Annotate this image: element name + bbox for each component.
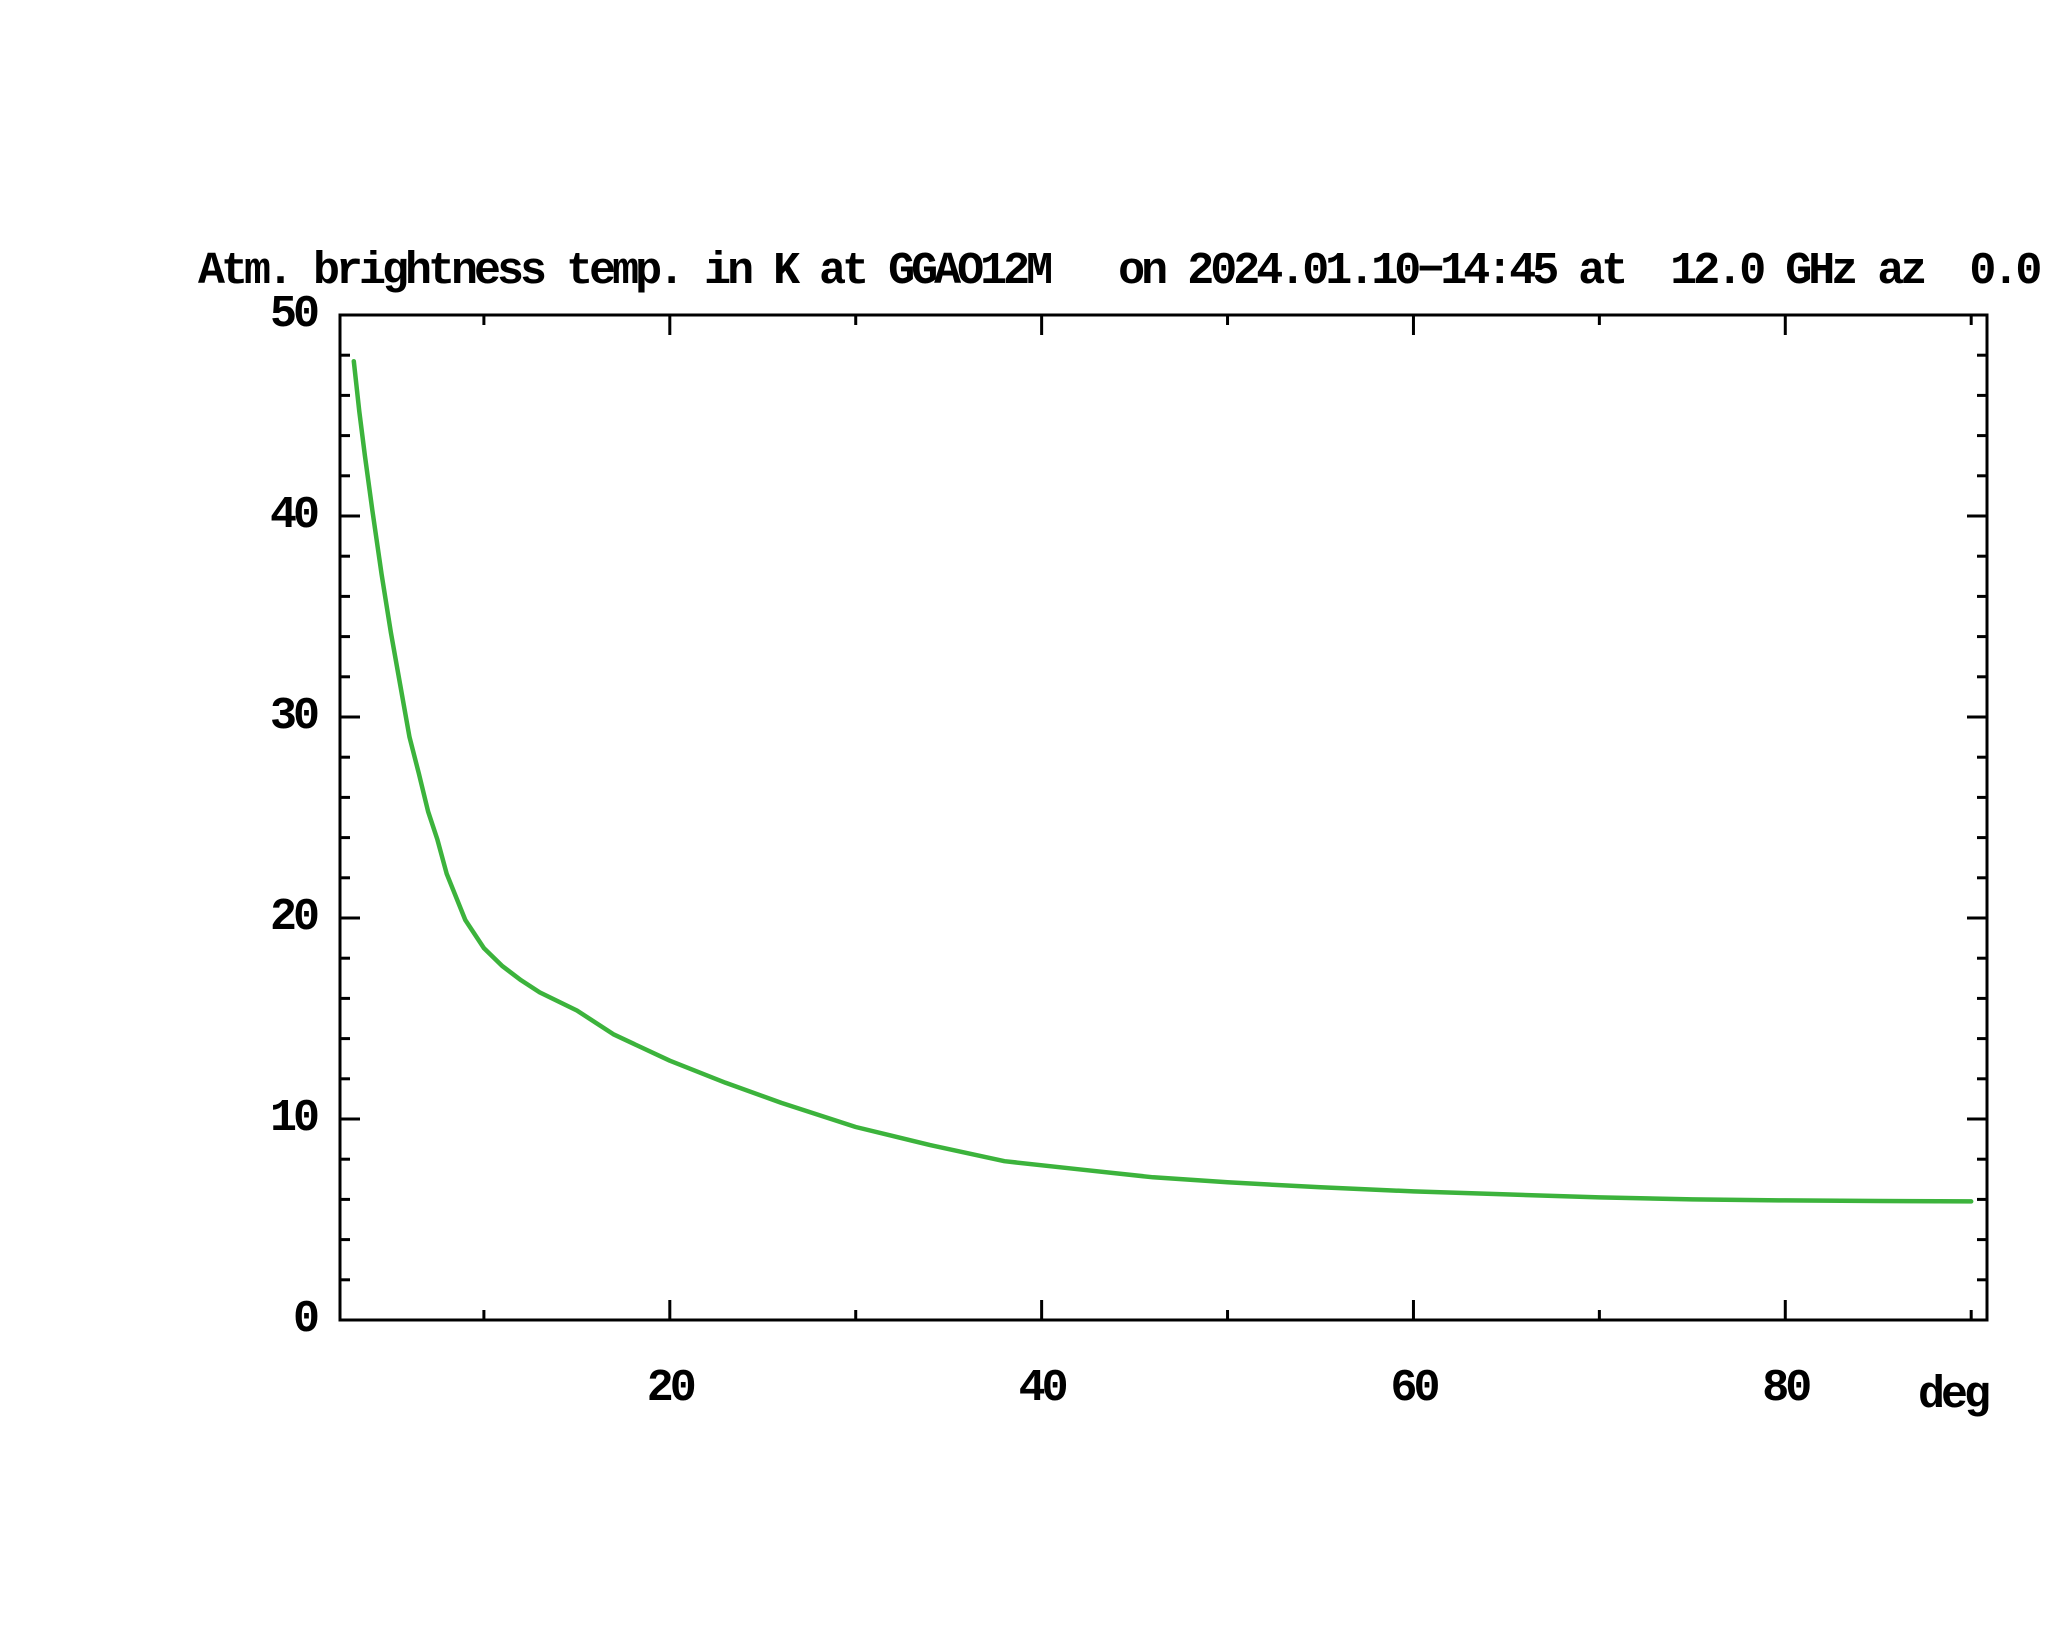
x-axis-tick-label: 80 <box>1762 1363 1812 1414</box>
y-axis-tick-label: 30 <box>269 691 320 742</box>
y-axis-tick-label: 20 <box>269 892 320 943</box>
x-axis-unit-label: deg <box>1917 1370 1991 1421</box>
y-axis-tick-label: 40 <box>269 490 320 541</box>
y-axis-tick-label: 0 <box>292 1294 320 1345</box>
x-axis-tick-label: 20 <box>646 1363 697 1414</box>
chart-title: Atm. brightness temp. in K at GGAO12M on… <box>198 246 2042 297</box>
y-axis-tick-label: 50 <box>269 289 320 340</box>
temperature-curve <box>351 358 1974 1204</box>
x-axis-tick-label: 60 <box>1390 1363 1440 1414</box>
plot-frame <box>338 313 1989 1322</box>
x-axis-tick-label: 40 <box>1018 1363 1069 1414</box>
y-axis-tick-label: 10 <box>269 1093 320 1144</box>
